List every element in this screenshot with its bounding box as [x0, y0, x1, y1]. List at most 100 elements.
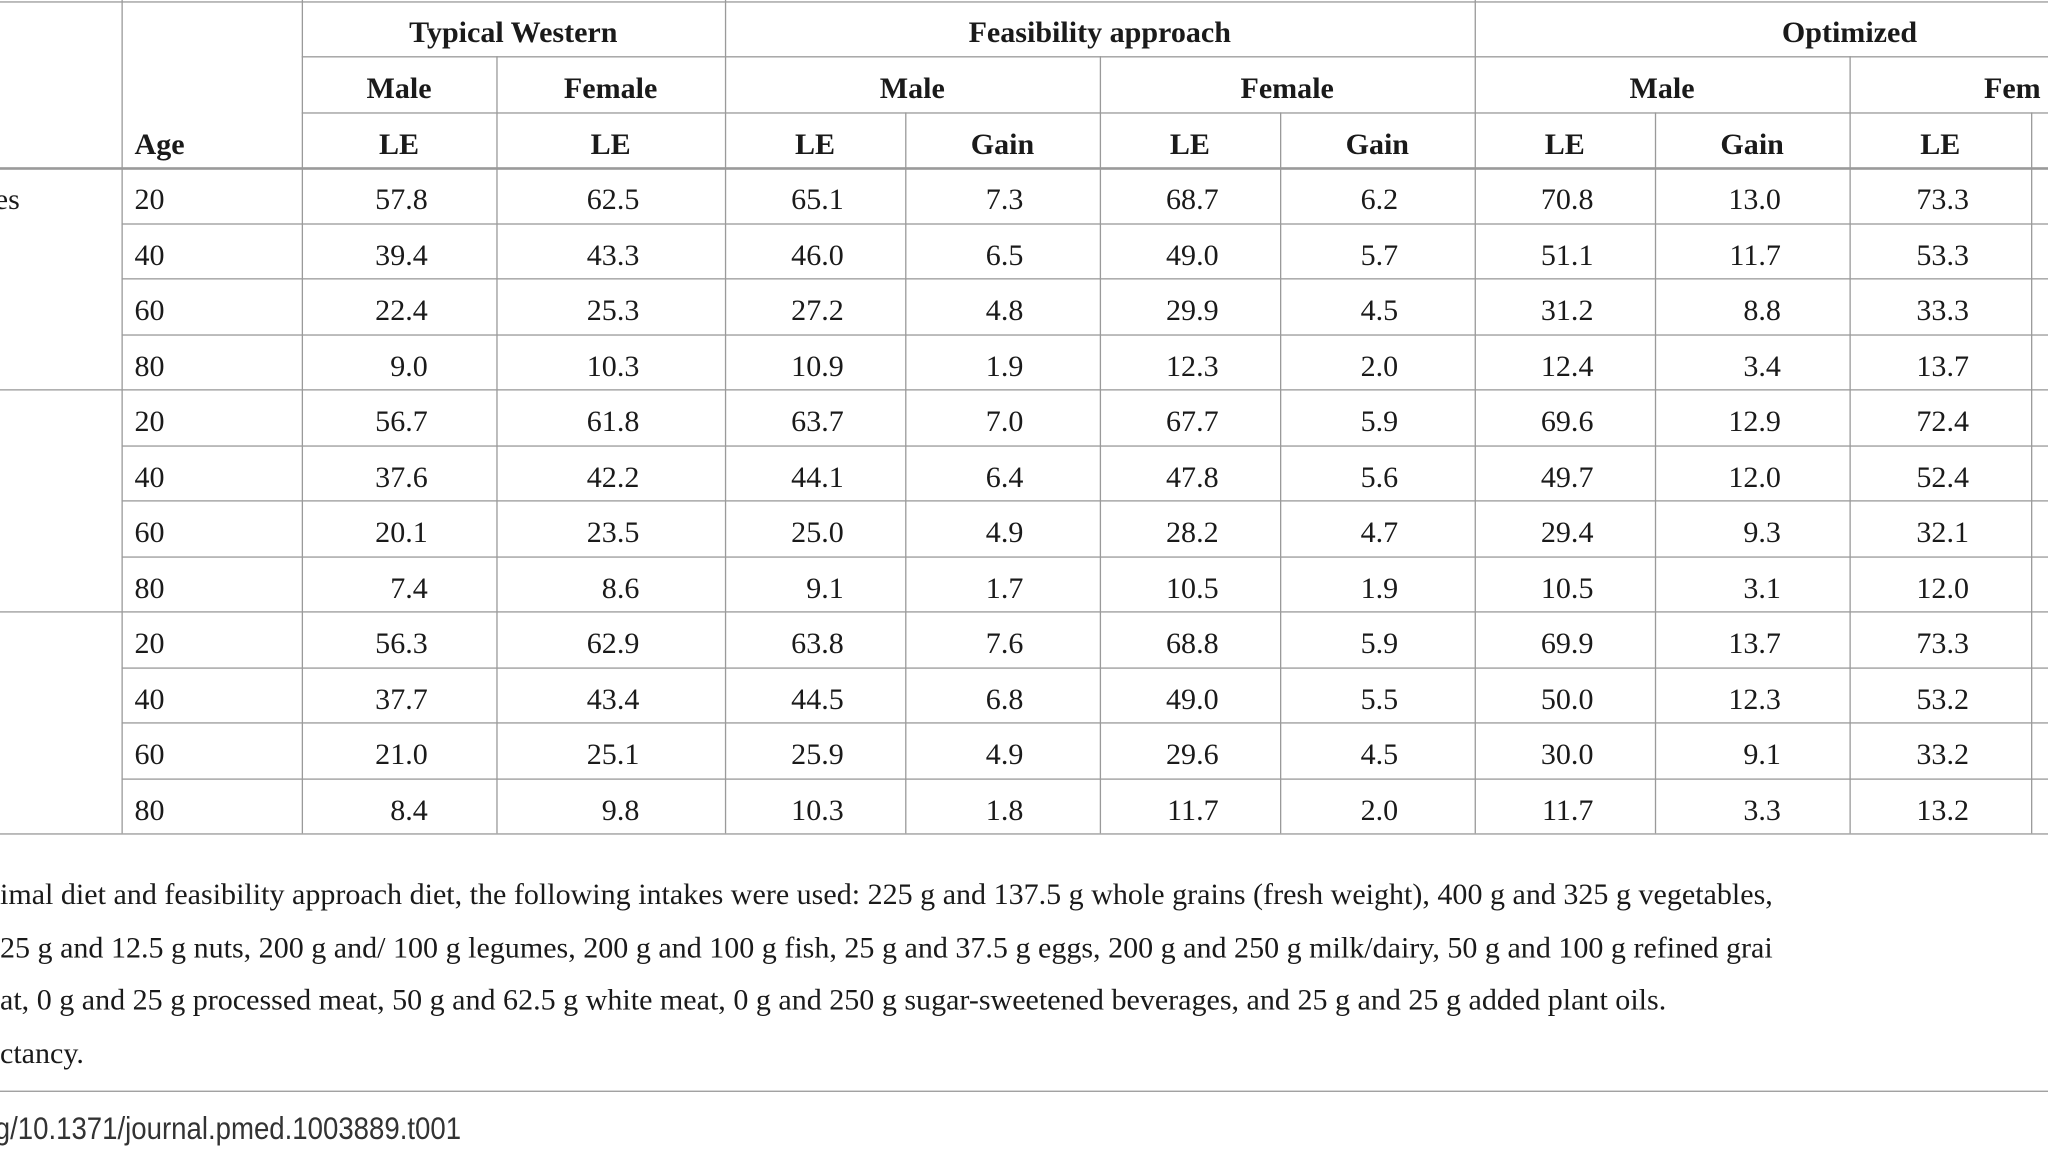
value-cell: 12.3 — [1728, 682, 1781, 716]
value-cell: 11.7 — [1541, 793, 1594, 827]
rule — [121, 222, 2048, 224]
column-header: LE — [590, 127, 631, 161]
column-header: Age — [134, 127, 185, 161]
value-cell: 9.1 — [806, 571, 844, 605]
footnote: ctancy. — [0, 1037, 84, 1070]
age-cell: 20 — [134, 404, 165, 438]
value-cell: 12.9 — [1728, 404, 1781, 438]
value-cell: 7.4 — [390, 571, 428, 605]
value-cell: 6.8 — [985, 682, 1024, 716]
age-cell: 80 — [134, 571, 165, 605]
value-cell: 53.2 — [1916, 682, 1969, 716]
value-cell: 68.8 — [1166, 626, 1219, 660]
value-cell: 6.2 — [1360, 182, 1399, 216]
value-cell: 49.7 — [1540, 460, 1594, 494]
rule — [2031, 112, 2033, 834]
value-cell: 13.2 — [1916, 793, 1969, 827]
age-cell: 40 — [134, 682, 165, 716]
age-cell: 20 — [134, 182, 165, 216]
value-cell: 69.6 — [1540, 404, 1594, 438]
sex-header: Fem — [1983, 71, 2041, 105]
value-cell: 42.2 — [586, 460, 640, 494]
rule — [496, 56, 498, 834]
sex-header: Male — [879, 71, 945, 105]
value-cell: 32.1 — [1916, 515, 1969, 549]
column-header: LE — [1169, 127, 1210, 161]
value-cell: 7.6 — [985, 626, 1024, 660]
column-header: LE — [1544, 127, 1585, 161]
value-cell: 3.3 — [1743, 793, 1781, 827]
group-header: Optimized — [1781, 15, 1918, 49]
value-cell: 13.7 — [1728, 626, 1781, 660]
value-cell: 3.4 — [1743, 349, 1781, 383]
value-cell: 43.4 — [586, 682, 640, 716]
value-cell: 25.3 — [586, 293, 640, 327]
value-cell: 73.3 — [1916, 626, 1969, 660]
rule — [121, 777, 2048, 780]
rule — [0, 611, 2048, 613]
value-cell: 13.0 — [1728, 182, 1781, 216]
value-cell: 5.9 — [1360, 626, 1399, 660]
sex-header: Female — [563, 71, 658, 105]
value-cell: 20.1 — [375, 515, 428, 549]
value-cell: 53.3 — [1916, 238, 1969, 272]
footnote: 25 g and 12.5 g nuts, 200 g and/ 100 g l… — [0, 930, 1773, 964]
group-label: es — [0, 182, 20, 216]
footnote: imal diet and feasibility approach diet,… — [0, 877, 1773, 911]
value-cell: 63.8 — [791, 626, 844, 660]
rule — [121, 0, 123, 834]
value-cell: 7.0 — [985, 404, 1024, 438]
value-cell: 2.0 — [1360, 793, 1399, 827]
value-cell: 10.5 — [1540, 571, 1594, 605]
value-cell: 4.9 — [985, 515, 1024, 549]
value-cell: 31.2 — [1540, 293, 1594, 327]
age-cell: 20 — [134, 626, 165, 660]
value-cell: 13.7 — [1916, 349, 1969, 383]
rule — [1654, 112, 1657, 834]
value-cell: 5.5 — [1360, 682, 1399, 716]
value-cell: 44.5 — [791, 682, 844, 716]
value-cell: 70.8 — [1540, 182, 1594, 216]
value-cell: 63.7 — [791, 404, 844, 438]
age-cell: 60 — [134, 515, 165, 549]
value-cell: 11.7 — [1167, 793, 1219, 827]
footnote: at, 0 g and 25 g processed meat, 50 g an… — [0, 984, 1667, 1017]
value-cell: 5.7 — [1360, 238, 1399, 272]
value-cell: 23.5 — [586, 515, 640, 549]
value-cell: 22.4 — [375, 293, 428, 327]
rule — [121, 444, 2048, 447]
value-cell: 30.0 — [1540, 737, 1594, 771]
value-cell: 7.3 — [985, 182, 1024, 216]
value-cell: 43.3 — [586, 238, 640, 272]
value-cell: 68.7 — [1166, 182, 1219, 216]
rule — [121, 666, 2048, 669]
value-cell: 2.0 — [1360, 349, 1399, 383]
sex-header: Male — [366, 71, 432, 105]
value-cell: 50.0 — [1540, 682, 1594, 716]
sex-header: Male — [1629, 71, 1695, 105]
value-cell: 51.1 — [1540, 238, 1594, 272]
rule — [0, 389, 2048, 391]
value-cell: 56.7 — [375, 404, 428, 438]
value-cell: 65.1 — [791, 182, 844, 216]
rule — [121, 278, 2048, 280]
rule — [121, 333, 2048, 336]
group-header: Feasibility approach — [968, 15, 1231, 49]
value-cell: 27.2 — [791, 293, 844, 327]
column-header: LE — [378, 127, 420, 161]
value-cell: 9.1 — [1743, 737, 1781, 771]
value-cell: 1.9 — [985, 349, 1024, 383]
value-cell: 25.1 — [586, 737, 640, 771]
value-cell: 69.9 — [1540, 626, 1594, 660]
value-cell: 1.9 — [1360, 571, 1399, 605]
rule — [1279, 112, 1282, 834]
rule — [121, 555, 2048, 558]
rule — [301, 112, 2048, 114]
value-cell: 21.0 — [375, 737, 428, 771]
value-cell: 62.9 — [586, 626, 640, 660]
value-cell: 8.6 — [601, 571, 640, 605]
value-cell: 5.6 — [1360, 460, 1399, 494]
value-cell: 61.8 — [586, 404, 640, 438]
sex-header: Female — [1240, 71, 1334, 105]
